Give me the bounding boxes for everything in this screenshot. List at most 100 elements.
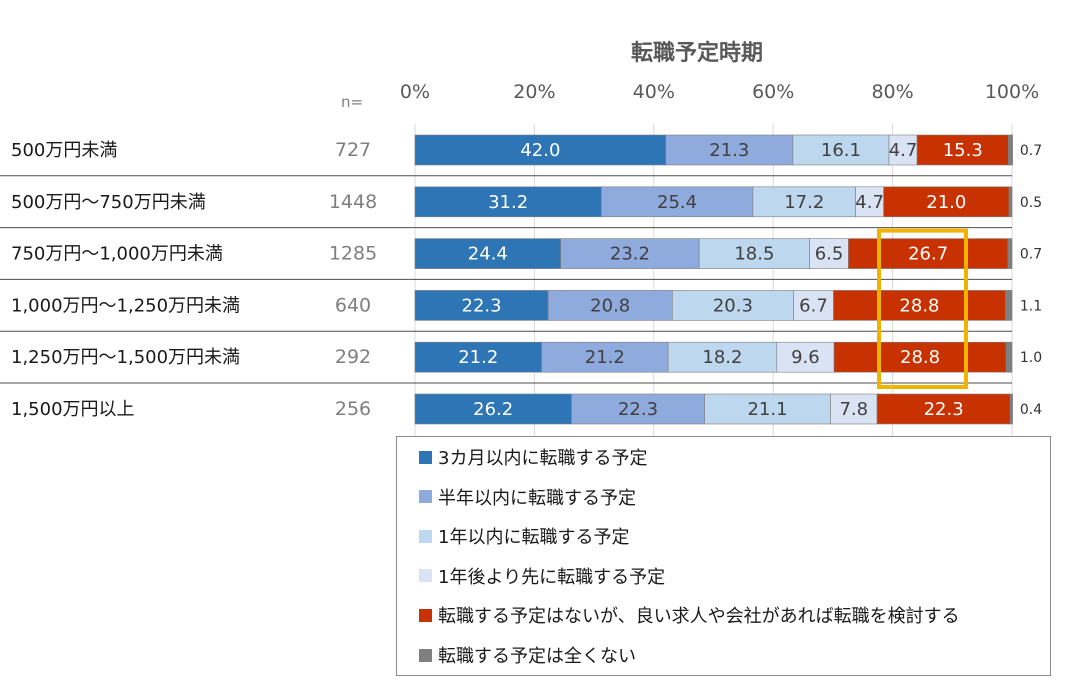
row-label: 500万円～750万円未満: [11, 192, 206, 213]
legend-item: 転職する予定はないが、良い求人や会社があれば転職を検討する: [419, 603, 960, 627]
data-label: 1.1: [1020, 298, 1042, 314]
legend-label: 半年以内に転職する予定: [438, 487, 636, 509]
chart-row: 500万円未満 727 42.0 21.3 16.1 4.7 15.3 0.7: [11, 134, 1042, 166]
data-label: 9.6: [791, 347, 820, 368]
bar-segment: [752, 186, 856, 218]
data-label: 24.4: [468, 244, 508, 265]
highlight-box: [877, 228, 968, 389]
data-label: 21.3: [709, 140, 749, 161]
bar-segment: [776, 341, 835, 373]
legend-swatch: [419, 608, 432, 622]
bar-segment: [1008, 186, 1013, 218]
bar-segment: [704, 393, 831, 425]
data-label: 21.2: [585, 347, 625, 368]
data-label: 20.8: [590, 295, 630, 316]
data-label: 25.4: [657, 192, 697, 213]
chart-row: 1,250万円～1,500万円未満 292 21.2 21.2 18.2 9.6 28.8 1…: [0, 330, 1042, 373]
bar-segment: [541, 341, 669, 373]
gridlines: [414, 124, 1013, 439]
bar-segment: [600, 186, 754, 218]
x-tick-label: 20%: [513, 81, 555, 103]
bar-segment: [414, 186, 602, 218]
n-value: 640: [335, 294, 371, 316]
n-value: 1448: [329, 191, 377, 213]
data-label: 21.1: [747, 399, 787, 420]
x-tick-label: 40%: [633, 81, 675, 103]
data-label: 0.7: [1020, 143, 1042, 159]
bar-segment: [883, 186, 1010, 218]
bar-segment: [560, 238, 700, 269]
data-label: 4.7: [855, 192, 884, 213]
data-label: 0.5: [1020, 195, 1042, 211]
row-label: 1,000万円～1,250万円未満: [11, 295, 240, 316]
bar-segment: [667, 341, 778, 373]
data-label: 17.2: [784, 192, 824, 213]
bar-segment: [1005, 341, 1013, 373]
data-label: 22.3: [618, 399, 658, 420]
legend-swatch: [419, 450, 432, 464]
data-label: 16.1: [821, 140, 861, 161]
bar-segment: [414, 341, 542, 373]
n-value: 292: [335, 346, 371, 368]
n-value: 256: [335, 398, 371, 420]
legend-label: 1年後より先に転職する予定: [438, 566, 666, 588]
data-label: 18.2: [702, 347, 742, 368]
legend-item: 1年後より先に転職する予定: [419, 564, 665, 588]
data-label: 18.5: [734, 244, 774, 265]
data-label: 0.7: [1020, 247, 1042, 263]
data-label: 22.3: [462, 295, 502, 316]
n-value: 1285: [329, 243, 377, 265]
x-tick-label: 100%: [985, 81, 1039, 103]
data-label: 6.7: [799, 295, 828, 316]
chart-row: 1,500万円以上 256 26.2 22.3 21.1 7.8 22.3 0.4: [0, 382, 1042, 425]
data-label: 21.0: [926, 192, 966, 213]
x-tick-label: 60%: [752, 81, 794, 103]
data-label: 22.3: [924, 399, 964, 420]
legend-item: 1年以内に転職する予定: [419, 524, 629, 548]
chart-rows: 500万円未満 727 42.0 21.3 16.1 4.7 15.3 0.7 500万円～75…: [0, 134, 1042, 425]
legend-label: 転職する予定は全くない: [438, 646, 636, 667]
legend-swatch: [419, 569, 432, 583]
n-header: n=: [341, 93, 363, 111]
bar-segment: [414, 393, 572, 425]
x-tick-label: 0%: [400, 81, 430, 103]
bar-segment: [809, 238, 849, 269]
x-tick-label: 80%: [871, 81, 913, 103]
bar-segment: [414, 134, 667, 166]
data-label: 1.0: [1020, 350, 1042, 366]
bar-segment: [833, 341, 1007, 373]
legend-swatch: [419, 529, 432, 543]
data-label: 23.2: [610, 244, 650, 265]
legend-label: 転職する予定はないが、良い求人や会社があれば転職を検討する: [438, 606, 960, 628]
x-axis-ticks: 0% 20% 40% 60% 80% 100%: [400, 81, 1039, 103]
data-label: 26.2: [473, 399, 513, 420]
data-label: 31.2: [488, 192, 528, 213]
legend-item: 転職する予定は全くない: [419, 643, 636, 667]
legend-item: 3カ月以内に転職する予定: [419, 445, 647, 469]
bar-segment: [830, 393, 878, 425]
data-label: 6.5: [815, 244, 844, 265]
highlight-box-group: [877, 228, 968, 389]
bar-segment: [698, 238, 810, 269]
bar-segment: [1008, 134, 1013, 166]
bar-segment: [672, 290, 794, 321]
legend-label: 3カ月以内に転職する予定: [438, 448, 648, 469]
data-label: 28.8: [900, 347, 940, 368]
bar-segment: [792, 134, 890, 166]
data-label: 28.8: [899, 295, 939, 316]
bar-segment: [916, 134, 1009, 166]
data-label: 0.4: [1020, 402, 1042, 418]
bar-segment: [1005, 290, 1013, 321]
chart-row: 750万円～1,000万円未満 1285 24.4 23.2 18.5 6.5 26.7 0.…: [0, 227, 1042, 269]
bar-segment: [1007, 238, 1013, 269]
bar-segment: [547, 290, 673, 321]
bar-segment: [571, 393, 705, 425]
legend-label: 1年以内に転職する予定: [438, 527, 630, 549]
data-label: 15.3: [943, 140, 983, 161]
chart-row: 1,000万円～1,250万円未満 640 22.3 20.8 20.3 6.7 28.8 1…: [0, 278, 1042, 321]
row-label: 1,500万円以上: [11, 399, 135, 420]
bar-segment: [855, 186, 884, 218]
bar-segment: [414, 238, 561, 269]
bar-segment: [888, 134, 918, 166]
